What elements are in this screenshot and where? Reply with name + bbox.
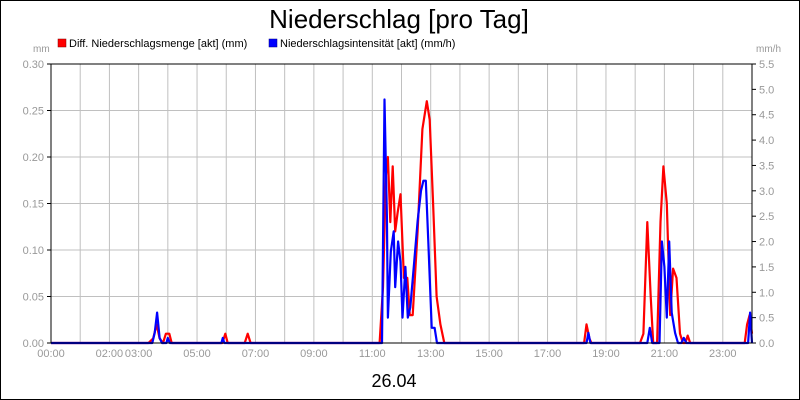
x-tick-label: 13:00 <box>417 348 445 360</box>
legend: Diff. Niederschlagsmenge [akt] (mm) Nied… <box>57 38 455 50</box>
x-tick-label: 07:00 <box>242 348 270 360</box>
date-label: 26.04 <box>371 371 416 391</box>
x-tick-label: 03:00 <box>125 348 153 360</box>
x-tick-label: 21:00 <box>651 348 679 360</box>
y-left-tick-label: 0.20 <box>23 152 44 164</box>
x-tick-label: 23:00 <box>709 348 737 360</box>
x-tick-label: 11:00 <box>359 348 386 360</box>
x-tick-label: 05:00 <box>183 348 211 360</box>
y-right-tick-label: 0.5 <box>759 313 774 325</box>
x-axis-ticks: 00:00 02:00 03:00 05:00 07:00 09:00 11:00 13:00… <box>37 348 736 360</box>
y-right-tick-label: 1.5 <box>759 262 774 274</box>
y-left-tick-label: 0.00 <box>23 338 44 350</box>
y-left-tick-label: 0.15 <box>23 199 44 211</box>
y-left-tick-label: 0.25 <box>23 106 44 118</box>
plot-area <box>50 63 753 344</box>
y-right-tick-label: 4.5 <box>759 110 774 122</box>
y-right-tick-label: 4.0 <box>759 135 774 147</box>
x-tick-label: 19:00 <box>592 348 620 360</box>
x-tick-label: 17:00 <box>534 348 562 360</box>
chart-title: Niederschlag [pro Tag] <box>269 4 529 34</box>
y-left-unit: mm <box>33 44 50 55</box>
legend-swatch-blue <box>268 38 278 48</box>
y-right-tick-label: 3.5 <box>759 160 774 172</box>
y-right-axis-ticks: 0.0 0.5 1.0 1.5 2.0 2.5 3.0 3.5 4.0 4.5 5.0 5.5 <box>752 59 774 350</box>
y-right-tick-label: 5.0 <box>759 84 774 96</box>
y-right-unit: mm/h <box>756 44 781 55</box>
y-left-axis-ticks: 0.00 0.05 0.10 0.15 0.20 0.25 0.30 <box>23 59 51 350</box>
series-line-niederschlagsmenge <box>51 100 754 345</box>
x-tick-label: 02:00 <box>96 348 124 360</box>
legend-label-menge: Diff. Niederschlagsmenge [akt] (mm) <box>69 38 247 50</box>
legend-label-intensitaet: Niederschlagsintensität [akt] (mm/h) <box>280 38 455 50</box>
y-right-tick-label: 2.5 <box>759 211 774 223</box>
y-right-tick-label: 1.0 <box>759 287 774 299</box>
y-left-tick-label: 0.05 <box>23 292 44 304</box>
y-left-tick-label: 0.30 <box>23 59 44 71</box>
y-right-tick-label: 3.0 <box>759 186 774 198</box>
y-right-tick-label: 2.0 <box>759 237 774 249</box>
x-tick-label: 09:00 <box>300 348 328 360</box>
y-left-tick-label: 0.10 <box>23 245 44 257</box>
y-right-tick-label: 5.5 <box>759 59 774 71</box>
x-tick-label: 15:00 <box>475 348 503 360</box>
x-tick-label: 00:00 <box>37 348 65 360</box>
legend-swatch-red <box>57 38 67 48</box>
y-right-tick-label: 0.0 <box>759 338 774 350</box>
